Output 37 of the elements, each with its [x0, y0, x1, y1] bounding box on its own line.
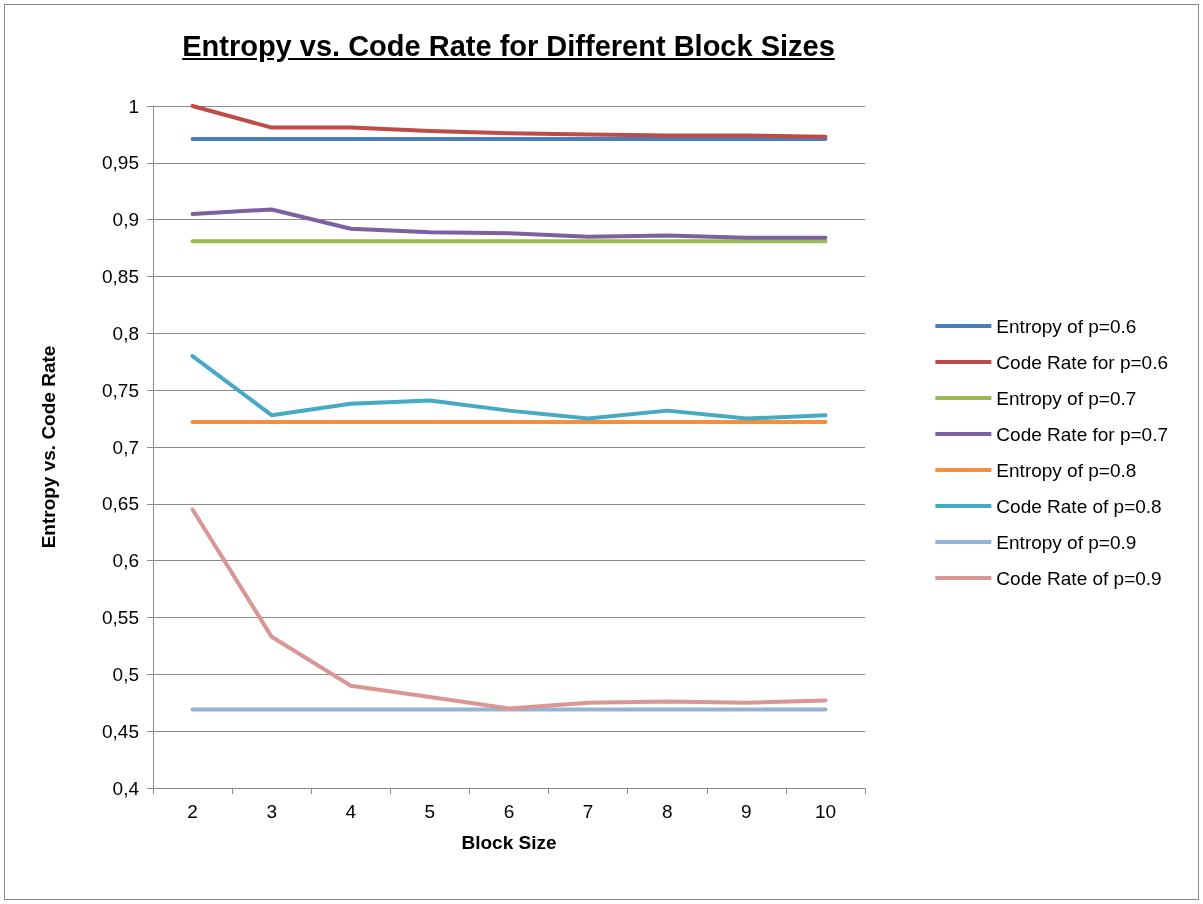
- y-tick-label: 0,6: [112, 550, 139, 572]
- x-axis-title: Block Size: [461, 832, 557, 853]
- x-tick-label: 2: [187, 801, 198, 822]
- legend-label: Code Rate of p=0.8: [996, 495, 1162, 517]
- y-tick-label: 0,8: [112, 322, 139, 344]
- y-tick-label: 1: [128, 95, 139, 117]
- line-series: [190, 207, 828, 240]
- x-tick-label: 3: [266, 801, 277, 822]
- y-tick-label: 0,95: [102, 152, 139, 174]
- line-series: [190, 104, 828, 139]
- line-series: [190, 507, 828, 711]
- legend-label: Code Rate for p=0.7: [996, 423, 1168, 445]
- legend-label: Code Rate for p=0.6: [996, 351, 1168, 373]
- y-tick-label: 0,85: [102, 266, 139, 287]
- y-tick-label: 0,7: [112, 436, 139, 458]
- legend-label: Code Rate of p=0.9: [996, 567, 1162, 589]
- x-tick-label: 4: [345, 801, 357, 822]
- line-series: [190, 354, 828, 421]
- x-tick-label: 8: [661, 801, 673, 822]
- legend-label: Entropy of p=0.6: [996, 315, 1137, 337]
- legend-label: Entropy of p=0.8: [996, 459, 1137, 481]
- x-tick-label: 9: [741, 801, 752, 822]
- y-axis-title: Entropy vs. Code Rate: [38, 345, 59, 549]
- x-tick-label: 7: [582, 801, 594, 822]
- x-tick-label: 10: [814, 801, 837, 822]
- y-tick-label: 0,9: [112, 209, 139, 231]
- y-tick-label: 0,45: [102, 720, 139, 742]
- y-tick-label: 0,75: [102, 379, 139, 401]
- y-tick-label: 0,4: [112, 777, 140, 799]
- chart-title: Entropy vs. Code Rate for Different Block Sizes: [181, 30, 836, 63]
- x-tick-label: 5: [424, 801, 436, 822]
- y-tick-label: 0,55: [102, 607, 139, 628]
- legend-label: Entropy of p=0.9: [996, 531, 1137, 553]
- legend-label: Entropy of p=0.7: [996, 387, 1137, 409]
- x-tick-label: 6: [503, 801, 515, 822]
- y-tick-label: 0,5: [112, 663, 139, 685]
- y-tick-label: 0,65: [102, 493, 139, 515]
